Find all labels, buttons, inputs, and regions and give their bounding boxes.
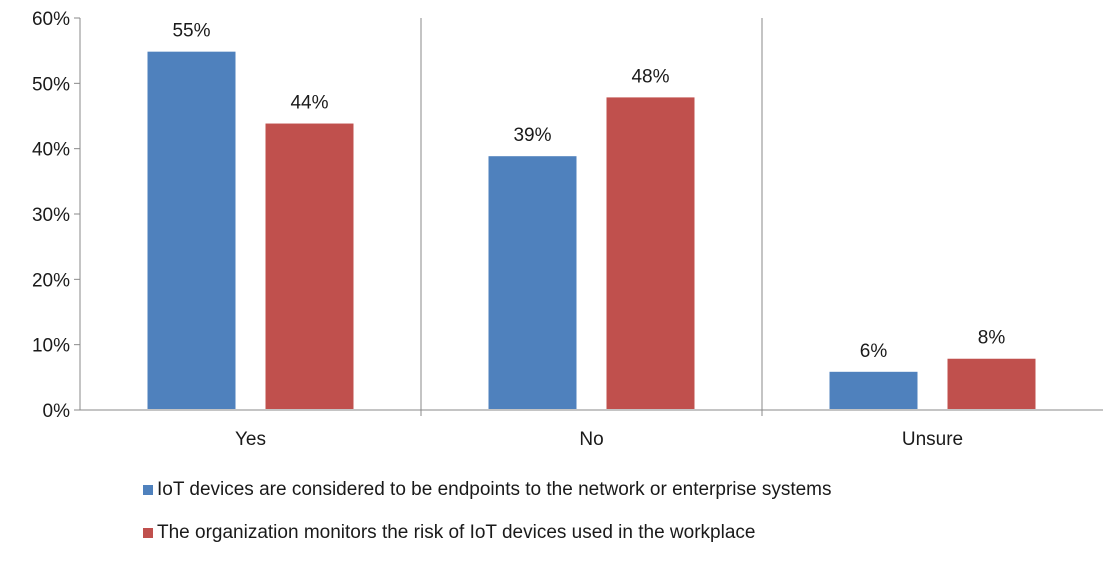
y-tick-label: 10%: [32, 336, 70, 357]
legend: IoT devices are considered to be endpoin…: [143, 476, 832, 562]
data-label: 8%: [978, 328, 1006, 349]
category-separators: [420, 18, 763, 410]
legend-label-series-1: IoT devices are considered to be endpoin…: [157, 479, 832, 500]
legend-item-series-1: IoT devices are considered to be endpoin…: [143, 476, 832, 504]
x-tick-label: No: [579, 429, 603, 450]
bars: [145, 49, 1038, 412]
data-label: 55%: [172, 21, 210, 42]
data-labels: 55% 44% 39% 48% 6% 8%: [172, 21, 1005, 362]
legend-label-series-2: The organization monitors the risk of Io…: [157, 522, 756, 543]
legend-swatch-series-1: [143, 485, 153, 495]
bar-series-2-yes: [263, 121, 356, 412]
bar-series-1-yes: [145, 49, 238, 412]
y-tick-label: 50%: [32, 74, 70, 95]
data-label: 39%: [513, 125, 551, 146]
bar-series-1-no: [486, 154, 579, 411]
bar-series-2-no: [604, 95, 697, 412]
y-tick-label: 40%: [32, 140, 70, 161]
y-tick-label: 30%: [32, 205, 70, 226]
y-axis-ticks: 0% 10% 20% 30% 40% 50% 60%: [32, 9, 80, 422]
bar-chart: 55% 44% 39% 48% 6% 8% 0% 10% 20% 30% 40% 50% 60% Ye…: [32, 9, 1103, 450]
y-tick-label: 60%: [32, 9, 70, 30]
x-tick-label: Unsure: [902, 429, 963, 450]
y-tick-label: 0%: [43, 401, 71, 422]
x-tick-label: Yes: [235, 429, 266, 450]
legend-swatch-series-2: [143, 528, 153, 538]
data-label: 48%: [631, 66, 669, 87]
data-label: 6%: [860, 341, 888, 362]
bar-series-2-unsure: [945, 356, 1038, 412]
data-label: 44%: [290, 93, 328, 114]
y-tick-label: 20%: [32, 270, 70, 291]
legend-item-series-2: The organization monitors the risk of Io…: [143, 519, 832, 547]
bar-series-1-unsure: [827, 369, 920, 411]
x-axis-ticks: Yes No Unsure: [235, 410, 963, 450]
